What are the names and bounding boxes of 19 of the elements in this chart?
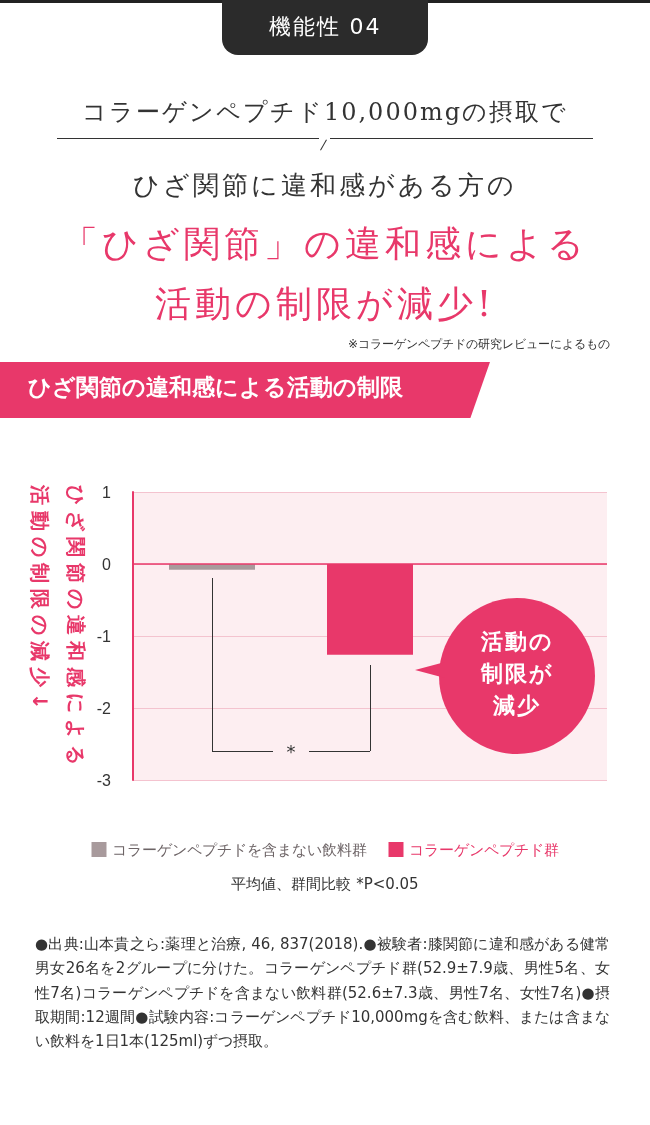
y-tick-label: 0 xyxy=(102,555,112,573)
text: 平均値、群間比較 *P<0.05 xyxy=(230,875,420,894)
y-tick-label: -2 xyxy=(96,699,112,717)
y-tick-label: -3 xyxy=(96,771,112,789)
y-axis-title: ひざ関節の違和感による活動の制限の減少↓ xyxy=(27,485,89,773)
text: ※コラーゲンペプチドの研究レビューによるもの xyxy=(346,336,610,353)
chart-title: ひざ関節の違和感による活動の制限 xyxy=(28,373,404,402)
y-tick-label: 1 xyxy=(102,483,112,501)
text: 機能性 04 xyxy=(267,13,383,41)
legend-label: コラーゲンペプチドを含まない飲料群 xyxy=(111,841,367,858)
annotation: 活動の制限が減少 xyxy=(479,628,555,720)
text: ひざ関節に違和感がある方の xyxy=(132,169,518,202)
text: 活動の制限が減少! xyxy=(153,282,497,326)
annotation: * xyxy=(285,741,297,763)
text: コラーゲンペプチド10,000mgの摂取で xyxy=(80,97,570,128)
legend-label: コラーゲンペプチド群 xyxy=(408,841,559,858)
text: ●出典:山本貴之ら:薬理と治療, 46, 837(2018).●被験者:膝関節に違和感がある健常男女26名を2グループに分けた。コラーゲンペプチド群(52.9±7.9歳、男性5名、女性7名)コラーゲンペプチドを含まない飲料群(52.6±7.3歳、男性7名、女性7名)●摂取期間:12週間●試験内容:コラーゲンペプチド10,000mgを含む飲料、または含まない飲料を1日1本(125ml)ずつ摂取。 xyxy=(35,934,610,1053)
text: 「ひざ関節」の違和感による xyxy=(61,222,589,266)
y-tick-label: -1 xyxy=(96,627,112,645)
